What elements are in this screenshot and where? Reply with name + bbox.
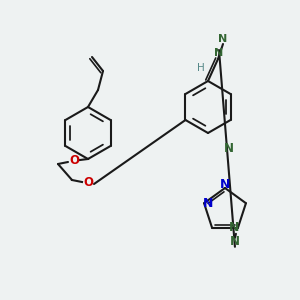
Text: N: N [220,178,230,191]
Text: N: N [214,48,224,58]
Text: O: O [69,154,79,167]
Text: N: N [224,142,233,155]
Text: N: N [230,235,240,248]
Text: N: N [203,197,213,210]
Text: N: N [218,34,228,44]
Text: H: H [197,63,205,73]
Text: O: O [83,176,93,190]
Text: N: N [229,221,239,234]
